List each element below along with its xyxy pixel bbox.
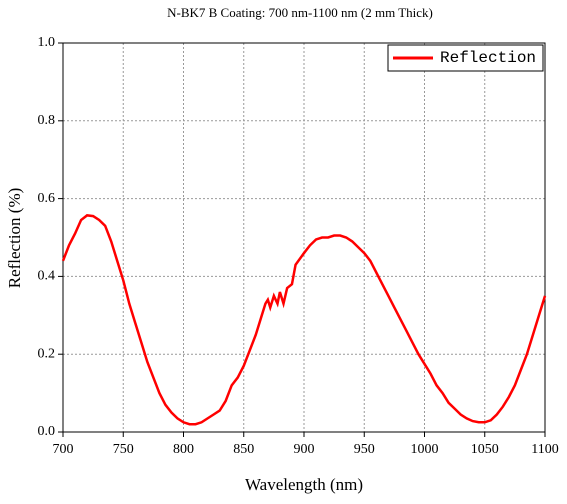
x-axis-label: Wavelength (nm) [245, 475, 363, 494]
y-tick-label: 0.4 [38, 269, 56, 284]
x-tick-label: 950 [354, 442, 375, 457]
data-line [61, 214, 547, 426]
y-axis-label: Reflection (%) [5, 188, 24, 289]
chart-title: N-BK7 B Coating: 700 nm-1100 nm (2 mm Th… [167, 5, 433, 20]
x-tick-label: 800 [173, 442, 194, 457]
x-tick-label: 700 [53, 442, 74, 457]
plot-frame [62, 42, 546, 433]
y-tick-label: 0.0 [38, 424, 56, 439]
x-tick-label: 1000 [411, 442, 439, 457]
y-tick-label: 0.6 [38, 191, 56, 206]
y-tick-label: 0.8 [38, 113, 56, 128]
y-tick-label: 0.2 [38, 346, 56, 361]
x-tick-label: 1100 [531, 442, 558, 457]
x-tick-label: 1050 [471, 442, 499, 457]
x-tick-label: 850 [233, 442, 254, 457]
x-tick-label: 900 [294, 442, 315, 457]
y-tick-label: 1.0 [38, 35, 56, 50]
legend-label: Reflection [440, 49, 536, 67]
x-tick-label: 750 [113, 442, 134, 457]
